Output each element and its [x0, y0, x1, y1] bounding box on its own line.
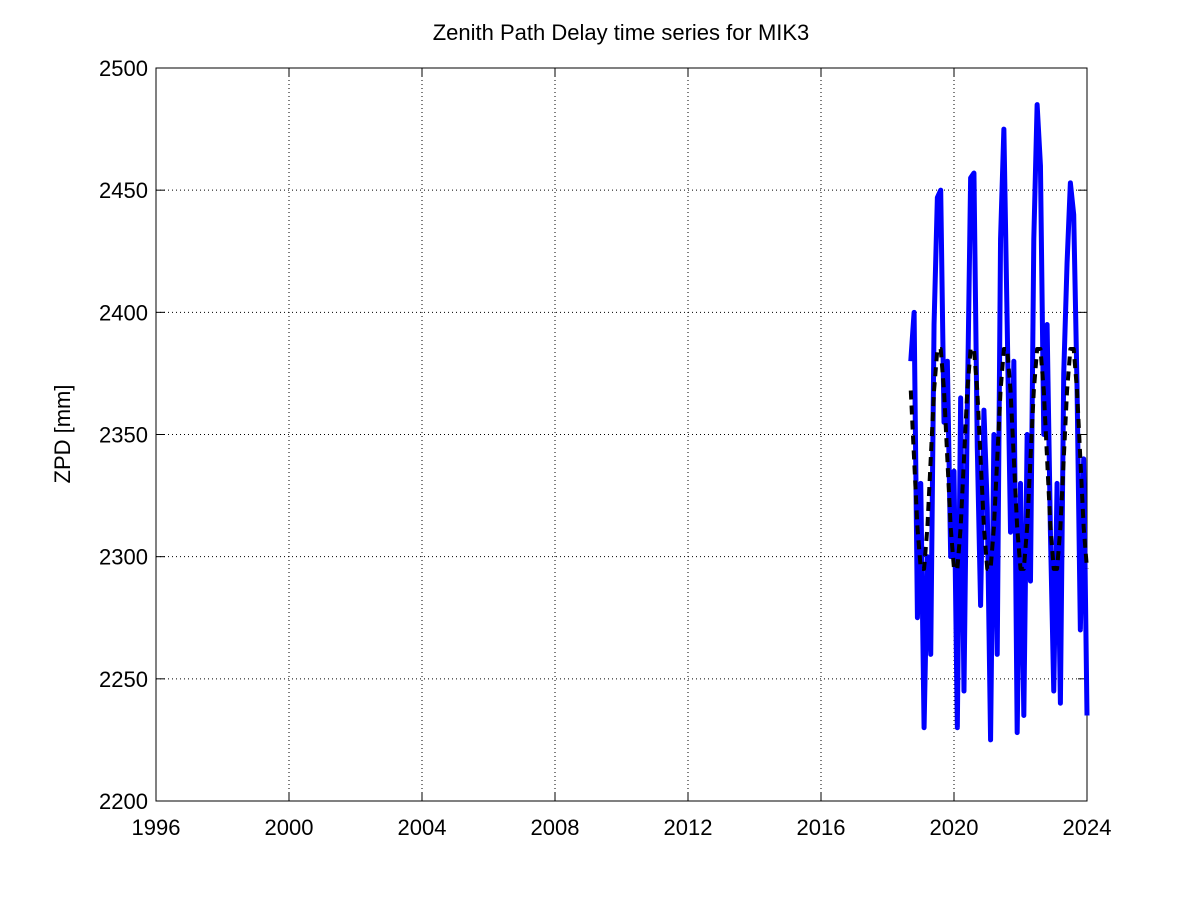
- x-tick-label: 2000: [265, 815, 314, 840]
- chart-title: Zenith Path Delay time series for MIK3: [433, 20, 810, 45]
- x-tick-label: 2020: [930, 815, 979, 840]
- y-tick-label: 2300: [99, 545, 148, 570]
- y-axis-label: ZPD [mm]: [50, 385, 75, 484]
- x-tick-label: 2008: [531, 815, 580, 840]
- data-line: [908, 346, 1089, 571]
- plot-frame: [155, 67, 1088, 802]
- y-tick-label: 2350: [99, 423, 148, 448]
- data-line: [908, 102, 1090, 743]
- y-tick-label: 2450: [99, 178, 148, 203]
- y-tick-label: 2500: [99, 56, 148, 81]
- x-tick-label: 2004: [398, 815, 447, 840]
- x-tick-label: 1996: [132, 815, 181, 840]
- y-tick-label: 2400: [99, 300, 148, 325]
- x-tick-label: 2024: [1063, 815, 1112, 840]
- y-tick-label: 2250: [99, 667, 148, 692]
- x-tick-label: 2012: [664, 815, 713, 840]
- x-tick-label: 2016: [797, 815, 846, 840]
- y-tick-label: 2200: [99, 789, 148, 814]
